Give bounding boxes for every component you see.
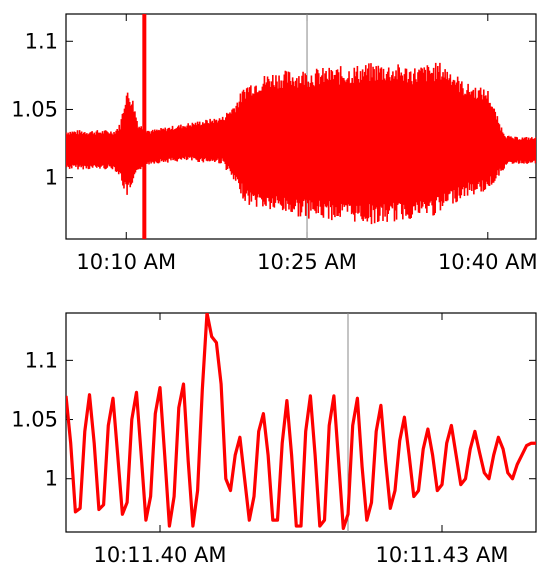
y-tick-label: 1.05 bbox=[11, 408, 58, 432]
y-tick-label: 1.1 bbox=[25, 348, 58, 372]
x-tick-label: 10:40 AM bbox=[438, 250, 538, 274]
y-tick-label: 1 bbox=[45, 166, 58, 190]
x-tick-label: 10:25 AM bbox=[257, 250, 357, 274]
y-tick-label: 1.05 bbox=[11, 97, 58, 121]
y-tick-label: 1 bbox=[45, 467, 58, 491]
series-line bbox=[66, 62, 536, 225]
x-tick-label: 10:11.43 AM bbox=[375, 543, 508, 567]
chart-bottom: 1 1.05 1.1 10:11.40 AM 10:11.43 AM bbox=[11, 312, 537, 567]
plot-frame bbox=[65, 312, 537, 533]
x-tick-label: 10:10 AM bbox=[76, 250, 176, 274]
series-line bbox=[66, 313, 536, 531]
plot-frame bbox=[65, 13, 537, 240]
x-tick-label: 10:11.40 AM bbox=[93, 543, 226, 567]
chart-top: 1 1.05 1.1 10:10 AM 10:25 AM 10:40 AM bbox=[11, 13, 538, 274]
y-tick-label: 1.1 bbox=[25, 29, 58, 53]
